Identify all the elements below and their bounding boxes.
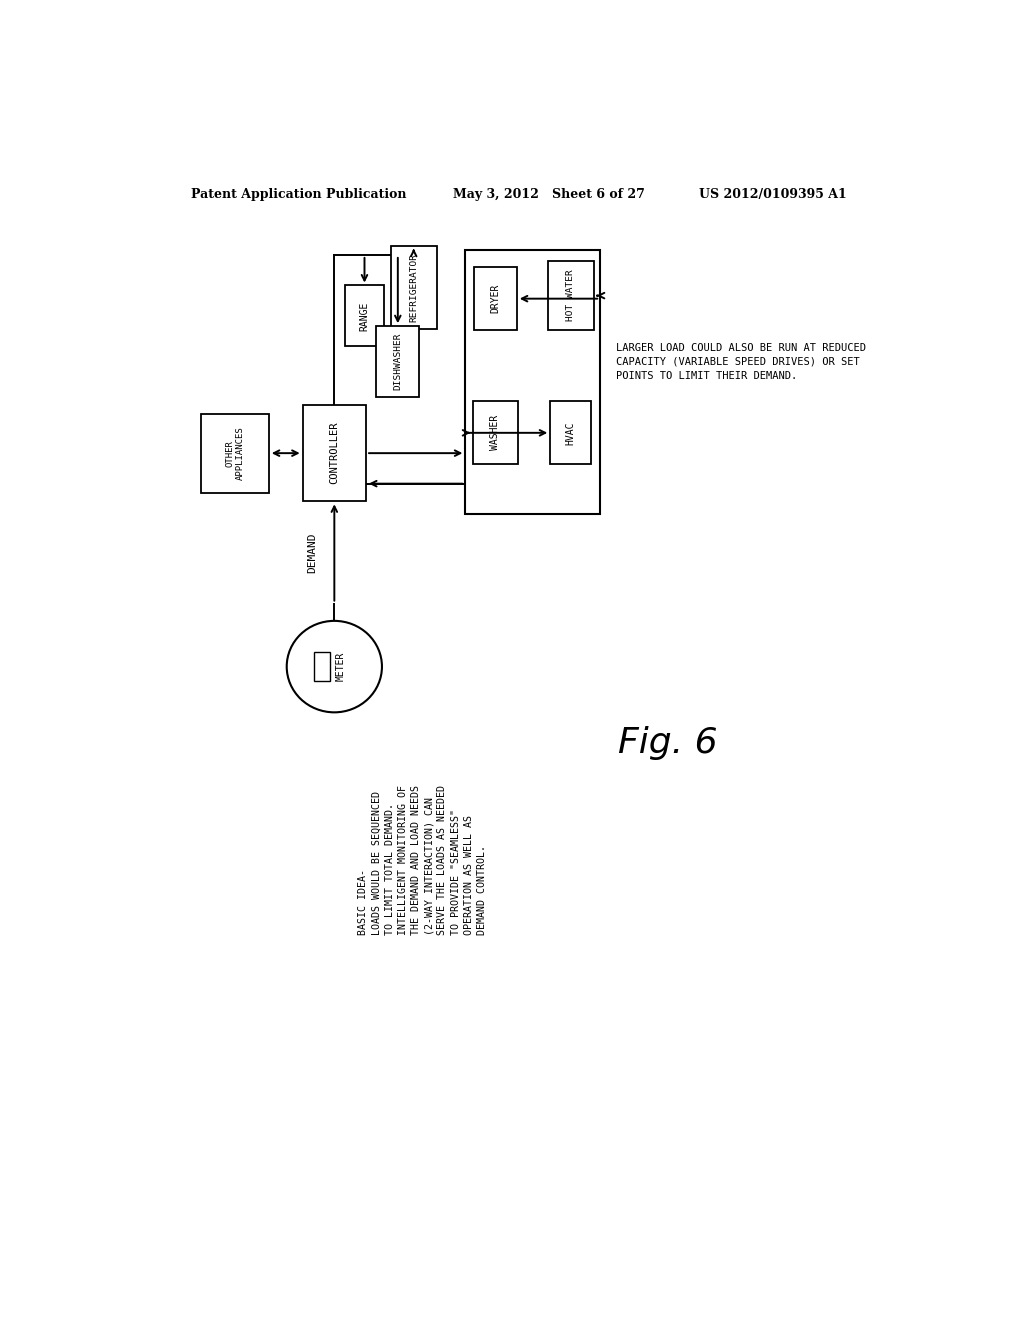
Bar: [314, 652, 331, 681]
Text: REFRIGERATOR: REFRIGERATOR: [410, 253, 418, 322]
Text: May 3, 2012   Sheet 6 of 27: May 3, 2012 Sheet 6 of 27: [454, 189, 645, 202]
Text: Patent Application Publication: Patent Application Publication: [191, 189, 407, 202]
Text: CONTROLLER: CONTROLLER: [330, 422, 339, 484]
Text: BASIC IDEA-
LOADS WOULD BE SEQUENCED
TO LIMIT TOTAL DEMAND.
INTELLIGENT MONITORI: BASIC IDEA- LOADS WOULD BE SEQUENCED TO …: [358, 784, 487, 935]
Text: RANGE: RANGE: [359, 301, 370, 330]
Bar: [550, 401, 592, 465]
Bar: [473, 401, 518, 465]
Bar: [391, 246, 436, 329]
Text: METER: METER: [336, 652, 346, 681]
Text: US 2012/0109395 A1: US 2012/0109395 A1: [699, 189, 847, 202]
Text: HOT WATER: HOT WATER: [566, 269, 575, 322]
Ellipse shape: [287, 620, 382, 713]
Bar: [202, 413, 269, 492]
Bar: [345, 285, 384, 346]
Text: OTHER
APPLIANCES: OTHER APPLIANCES: [225, 426, 245, 480]
Text: LARGER LOAD COULD ALSO BE RUN AT REDUCED
CAPACITY (VARIABLE SPEED DRIVES) OR SET: LARGER LOAD COULD ALSO BE RUN AT REDUCED…: [616, 343, 866, 380]
Text: WASHER: WASHER: [490, 416, 501, 450]
Bar: [303, 405, 367, 502]
Text: Fig. 6: Fig. 6: [617, 726, 718, 760]
Text: DEMAND: DEMAND: [307, 532, 317, 573]
Text: DRYER: DRYER: [490, 284, 501, 313]
Bar: [548, 261, 594, 330]
Bar: [465, 249, 600, 515]
Bar: [377, 326, 419, 397]
Bar: [474, 267, 517, 330]
Text: DISHWASHER: DISHWASHER: [393, 333, 402, 391]
Text: HVAC: HVAC: [566, 421, 575, 445]
